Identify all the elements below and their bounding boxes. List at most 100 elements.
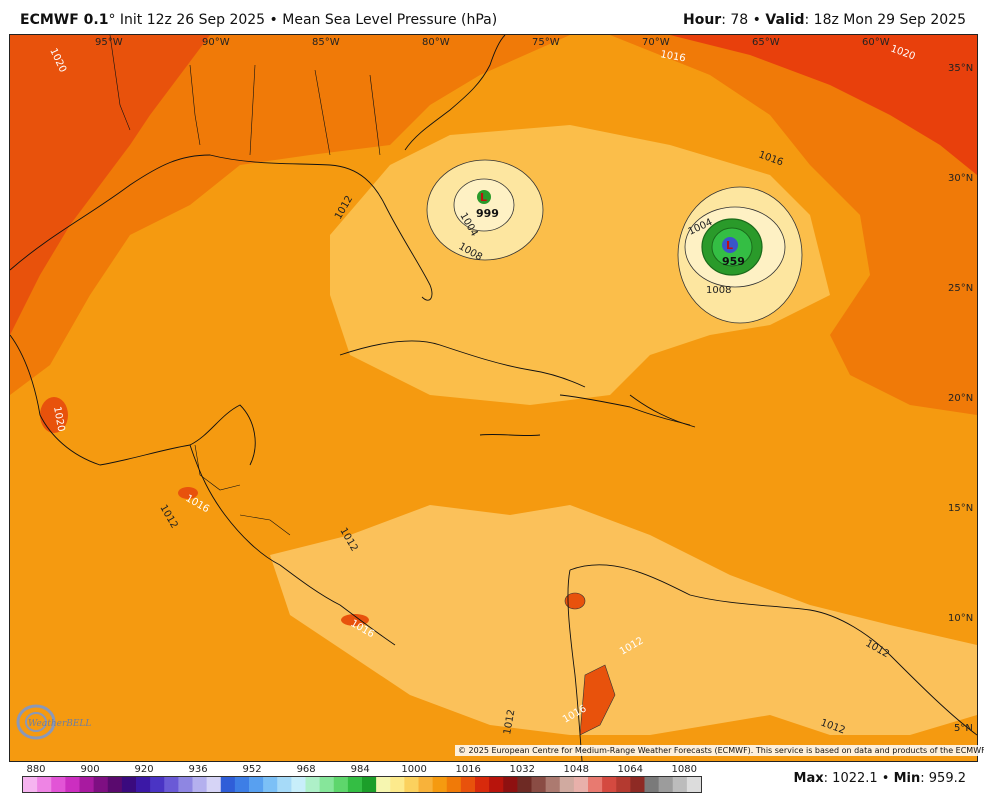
- map-canvas: L 999 L 959: [10, 35, 977, 761]
- min-value: : 959.2: [920, 771, 966, 786]
- high-spot-andes: [579, 664, 616, 736]
- lat-label: 30°N: [948, 173, 973, 184]
- high-pressure-zone-east: [610, 35, 977, 415]
- political-borders: [109, 35, 381, 536]
- colorbar-swatch: [390, 777, 405, 792]
- lat-label: 20°N: [948, 393, 973, 404]
- colorbar-swatch: [658, 777, 674, 792]
- colorbar-swatch: [630, 777, 646, 792]
- colorbar-swatch: [347, 777, 363, 792]
- high-spot-costa-rica: [341, 614, 369, 626]
- colorbar-swatch: [376, 777, 391, 792]
- high-pressure-zone-1020-west: [10, 35, 210, 335]
- colorbar-swatch: [263, 777, 278, 792]
- colorbar-swatch: [672, 777, 688, 792]
- colorbar-swatch: [220, 777, 236, 792]
- lon-label: 65°W: [752, 37, 780, 48]
- colorbar-swatch: [362, 777, 377, 792]
- model-name: ECMWF 0.1: [20, 12, 109, 28]
- contour-label: 1020: [51, 406, 66, 433]
- colorbar-swatch: [65, 777, 81, 792]
- colorbar-swatch: [404, 777, 420, 792]
- colorbar-swatch: [588, 777, 603, 792]
- low-pressure-value-west: 999: [476, 207, 499, 220]
- lat-label: 15°N: [948, 503, 973, 514]
- colorbar-tick-label: 984: [350, 764, 370, 775]
- lon-label: 75°W: [532, 37, 560, 48]
- coastlines: [10, 35, 977, 761]
- colorbar-tick-label: 1032: [509, 764, 535, 775]
- colorbar-swatch: [51, 777, 66, 792]
- contour-label: 1012: [502, 709, 517, 736]
- pressure-map[interactable]: L 999 L 959: [9, 34, 978, 762]
- max-min-readout: Max: 1022.1 • Min: 959.2: [794, 771, 966, 786]
- colorbar-swatch: [319, 777, 335, 792]
- colorbar-labels: 880 900 920 936 952 968 984 1000 1016 1032 1048 106…: [22, 764, 700, 776]
- colorbar-swatch: [531, 777, 547, 792]
- colorbar-swatch: [489, 777, 504, 792]
- colorbar-swatch: [333, 777, 349, 792]
- weatherbell-logo: WeatherBELL: [16, 704, 91, 740]
- colorbar-swatch: [291, 777, 307, 792]
- lon-label: 60°W: [862, 37, 890, 48]
- colorbar-swatch: [234, 777, 250, 792]
- colorbar-swatch: [136, 777, 151, 792]
- max-min-separator: •: [881, 771, 890, 786]
- title-separator: •: [269, 12, 278, 28]
- colorbar-swatch: [107, 777, 123, 792]
- lat-label: 25°N: [948, 283, 973, 294]
- colorbar-swatch: [249, 777, 264, 792]
- svg-text:WeatherBELL: WeatherBELL: [28, 719, 91, 729]
- lon-label: 95°W: [95, 37, 123, 48]
- colorbar-swatch: [418, 777, 434, 792]
- colorbar-swatch: [602, 777, 617, 792]
- contour-label: 1008: [706, 285, 731, 296]
- high-pressure-zone-1020-east: [670, 35, 977, 175]
- colorbar-tick-label: 880: [26, 764, 46, 775]
- max-label: Max: [793, 771, 824, 786]
- colorbar-tick-label: 1048: [563, 764, 589, 775]
- low-pressure-value-east: 959: [722, 255, 745, 268]
- colorbar-swatch: [79, 777, 95, 792]
- colorbar-tick-label: 920: [134, 764, 154, 775]
- copyright-notice: © 2025 European Centre for Medium-Range …: [455, 745, 984, 756]
- lat-label: 5°N: [954, 723, 973, 734]
- high-spot-colombia: [564, 592, 586, 610]
- colorbar-swatch: [178, 777, 194, 792]
- hour-value: : 78: [721, 12, 749, 28]
- colorbar-swatch: [121, 777, 137, 792]
- longitude-labels: 95°W 90°W 85°W 80°W 75°W 70°W 65°W 60°W: [95, 37, 890, 48]
- max-value: : 1022.1: [823, 771, 878, 786]
- colorbar-tick-label: 952: [242, 764, 262, 775]
- colorbar-swatch: [432, 777, 448, 792]
- storm-core-east: [722, 237, 738, 253]
- colorbar-swatch: [37, 777, 52, 792]
- colorbar-swatch: [206, 777, 222, 792]
- valid-value: : 18z Mon 29 Sep 2025: [804, 12, 966, 28]
- colorbar-tick-label: 1064: [617, 764, 643, 775]
- contour-label: 1016: [659, 49, 686, 64]
- colorbar-swatch: [573, 777, 589, 792]
- latitude-labels: 35°N 30°N 25°N 20°N 15°N 10°N 5°N: [948, 63, 973, 734]
- colorbar-swatch: [686, 777, 701, 792]
- colorbar-swatch: [517, 777, 533, 792]
- colorbar-tick-label: 1080: [671, 764, 698, 775]
- colorbar-tick-label: 968: [296, 764, 316, 775]
- lon-label: 80°W: [422, 37, 450, 48]
- lat-label: 35°N: [948, 63, 973, 74]
- lat-label: 10°N: [948, 613, 973, 624]
- colorbar-swatch: [503, 777, 518, 792]
- high-spot-guatemala: [178, 487, 198, 499]
- storm-1000-contour: [453, 178, 515, 232]
- storm-core-west: [477, 190, 491, 204]
- valid-time-header: Hour: 78 • Valid: 18z Mon 29 Sep 2025: [683, 12, 966, 28]
- lon-label: 85°W: [312, 37, 340, 48]
- low-pressure-zone-caribbean: [270, 505, 977, 735]
- low-symbol-west: L: [480, 191, 487, 204]
- low-symbol-east: L: [726, 239, 733, 252]
- colorbar-swatch: [93, 777, 109, 792]
- colorbar-swatch: [305, 777, 321, 792]
- colorbar-tick-label: 936: [188, 764, 208, 775]
- colorbar-swatch: [150, 777, 165, 792]
- colorbar-swatch: [475, 777, 490, 792]
